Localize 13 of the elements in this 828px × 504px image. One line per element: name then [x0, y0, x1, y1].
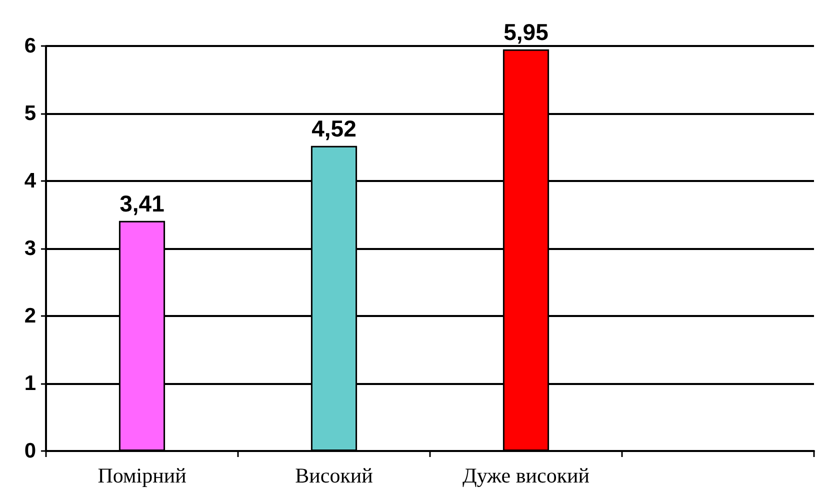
data-label: 3,41: [120, 190, 165, 216]
data-label: 5,95: [504, 18, 549, 45]
y-tick-label: 2: [24, 304, 36, 328]
x-tick-label: Дуже високий: [462, 464, 590, 488]
y-tick-label: 4: [24, 170, 36, 192]
data-label: 4,52: [312, 115, 356, 142]
x-tick-label: Високий: [295, 464, 373, 488]
x-tick-label: Помірний: [98, 464, 186, 488]
y-tick-label: 0: [24, 440, 36, 462]
y-tick-label: 3: [24, 237, 36, 260]
y-tick-label: 5: [24, 102, 36, 125]
y-tick-label: 6: [24, 34, 36, 58]
y-tick-label: 1: [24, 372, 36, 395]
